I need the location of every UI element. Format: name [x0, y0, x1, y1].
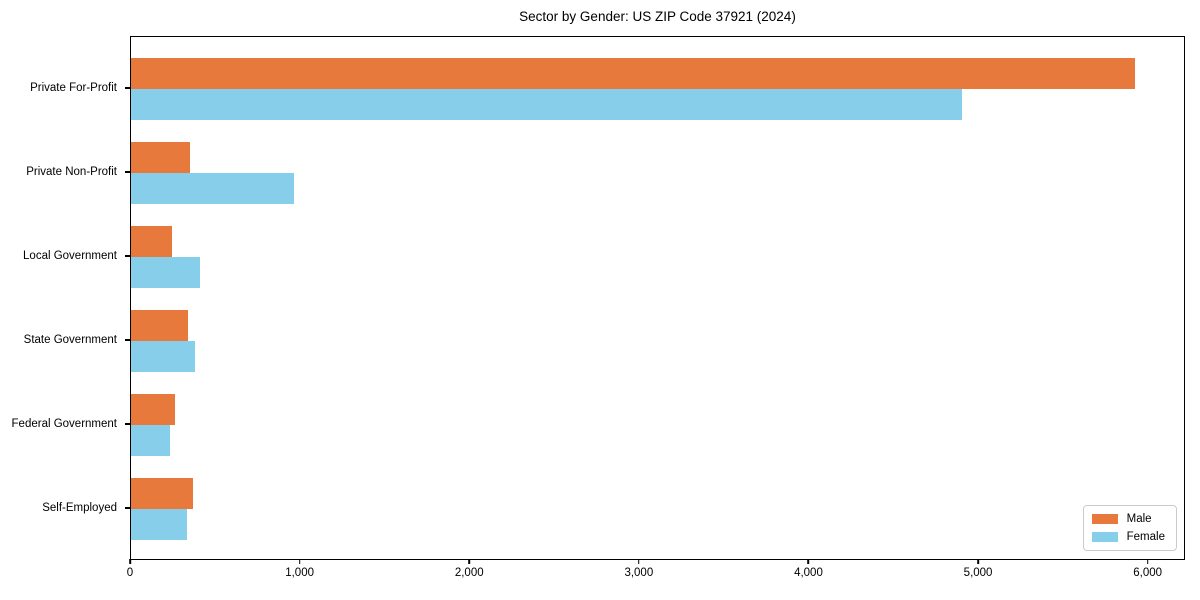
plot-area: Male Female [130, 36, 1185, 560]
legend-item-male: Male [1091, 513, 1165, 525]
x-tick-mark [298, 559, 301, 564]
y-tick-mark [125, 87, 130, 89]
x-tick-label-5-000: 5,000 [963, 567, 993, 579]
chart-title: Sector by Gender: US ZIP Code 37921 (202… [519, 9, 796, 24]
x-tick-mark [468, 559, 471, 564]
female-legend-label: Female [1126, 531, 1165, 543]
bar-female-private-for-profit [131, 89, 963, 120]
x-tick-label-0: 0 [126, 567, 134, 579]
y-tick-row-federal-government: Federal Government [0, 382, 130, 466]
y-tick-label-self-employed: Self-Employed [42, 502, 117, 514]
y-tick-row-local-government: Local Government [0, 214, 130, 298]
x-tick-mark [638, 559, 640, 564]
male-legend-swatch [1091, 514, 1118, 524]
y-tick-label-local-government: Local Government [23, 250, 117, 262]
bar-female-private-non-profit [131, 173, 294, 204]
bar-female-state-government [131, 341, 196, 372]
bar-group-private-non-profit [131, 131, 1184, 215]
y-tick-row-private-for-profit: Private For-Profit [0, 46, 130, 130]
x-tick-mark [129, 559, 131, 564]
y-tick-mark [125, 171, 130, 173]
bar-group-federal-government [131, 383, 1184, 467]
y-tick-row-self-employed: Self-Employed [0, 466, 130, 550]
male-legend-label: Male [1126, 513, 1152, 525]
x-tick-mark [977, 559, 979, 564]
y-tick-label-private-non-profit: Private Non-Profit [26, 166, 117, 178]
y-tick-mark [125, 255, 130, 257]
x-axis-ticks: 0 1,000 2,000 3,000 4,000 5,000 6,000 [126, 559, 1185, 595]
bar-female-federal-government [131, 425, 170, 456]
x-tick-mark [807, 559, 810, 564]
x-tick-mark [1146, 559, 1149, 564]
y-tick-row-state-government: State Government [0, 298, 130, 382]
bar-female-local-government [131, 257, 200, 288]
x-tick-label-3-000: 3,000 [624, 567, 654, 579]
y-tick-mark [125, 507, 130, 509]
bar-male-private-for-profit [131, 58, 1135, 89]
y-tick-label-private-for-profit: Private For-Profit [30, 82, 117, 94]
legend-item-female: Female [1091, 531, 1165, 543]
y-tick-label-federal-government: Federal Government [11, 418, 117, 430]
bar-male-federal-government [131, 394, 176, 425]
bar-group-local-government [131, 215, 1184, 299]
legend: Male Female [1082, 505, 1177, 551]
bar-female-self-employed [131, 509, 187, 540]
y-tick-label-state-government: State Government [23, 334, 117, 346]
bar-group-state-government [131, 299, 1184, 383]
x-tick-label-6-000: 6,000 [1133, 567, 1163, 579]
bar-male-self-employed [131, 478, 193, 509]
bar-male-local-government [131, 226, 172, 257]
y-tick-mark [125, 339, 130, 341]
bar-male-state-government [131, 310, 188, 341]
bar-group-private-for-profit [131, 47, 1184, 131]
bars-container [131, 37, 1184, 559]
x-tick-label-2-000: 2,000 [454, 567, 484, 579]
x-tick-label-4-000: 4,000 [794, 567, 823, 579]
bar-male-private-non-profit [131, 142, 191, 173]
y-tick-mark [125, 423, 130, 425]
x-tick-label-1-000: 1,000 [285, 567, 314, 579]
y-tick-row-private-non-profit: Private Non-Profit [0, 130, 130, 214]
y-axis-labels: Private For-Profit Private Non-Profit Loca… [0, 36, 130, 560]
female-legend-swatch [1091, 532, 1118, 542]
bar-group-self-employed [131, 467, 1184, 551]
